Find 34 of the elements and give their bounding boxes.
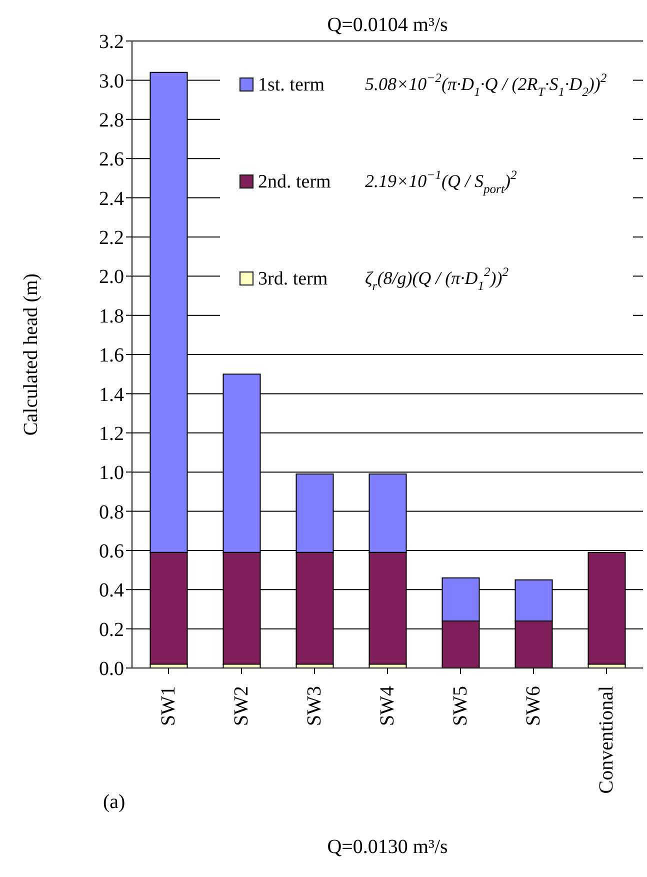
legend-label: 3rd. term <box>258 268 328 290</box>
y-tick-label: 1.0 <box>99 462 124 484</box>
y-tick-label: 0.4 <box>99 580 124 602</box>
y-tick-label: 2.0 <box>99 266 124 288</box>
annotation: 2.19×10$^{−1}$(Q / S$_{port}$)$^{2}$ <box>365 168 518 196</box>
y-tick-label: 0.2 <box>99 618 124 641</box>
y-tick-label: 3.2 <box>99 31 124 54</box>
y-tick-label: 2.6 <box>99 148 124 171</box>
y-tick-label: 0.6 <box>99 540 124 563</box>
x-tick-label: SW1 <box>158 686 180 726</box>
x-tick-label: SW2 <box>230 686 252 726</box>
text: 5.08×10$^{−2}$(π·D$_{1}$·Q / (2R$_{T}$·S$_{1}$·D$_{2}$))$^{2}$ <box>365 70 607 99</box>
x-tick-label: SW6 <box>522 686 544 726</box>
chart-title: Q=0.0104 m³/s <box>327 14 448 36</box>
y-tick-label: 1.4 <box>99 384 124 406</box>
y-tick-label: 1.8 <box>99 305 124 328</box>
y-tick-label: 2.2 <box>99 227 124 250</box>
y-tick-label: 0.8 <box>99 501 124 524</box>
legend-label: 1st. term <box>258 74 325 96</box>
y-tick-label: 3.0 <box>99 70 124 92</box>
annotation: ζ$_{r}$(8/g)(Q / (π·D$_{1}$$^{2}$))$^{2}$ <box>365 264 510 293</box>
y-tick-label: 1.6 <box>99 344 124 367</box>
y-tick-label: 1.2 <box>99 422 124 445</box>
y-tick-label: 2.4 <box>99 188 124 210</box>
x-tick-label: SW3 <box>304 686 326 726</box>
text: Q=0.0130 m³/s <box>327 836 448 858</box>
legend-label: 2nd. term <box>258 171 332 192</box>
text: (a) <box>103 791 126 813</box>
y-axis-title: Calculated head (m) <box>20 273 42 436</box>
x-tick-label: Conventional <box>596 686 618 794</box>
y-tick-label: 2.8 <box>99 109 124 132</box>
x-tick-label: SW4 <box>376 686 398 726</box>
y-tick-label: 0.0 <box>99 658 124 680</box>
x-tick-label: SW5 <box>450 686 472 726</box>
